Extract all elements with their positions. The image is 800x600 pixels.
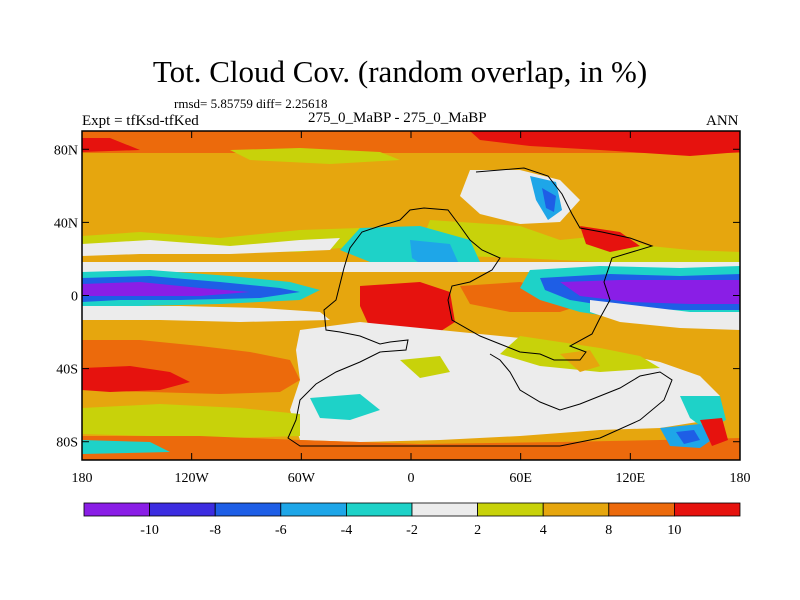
colorbar-swatch-8: [608, 502, 675, 517]
field-south-yellow-1: [400, 356, 450, 378]
map-axes: 80N 40N 0 40S 80S 180 120W 60W 0 60E 120E 180: [54, 131, 751, 486]
lon-tick-label-1: 120W: [175, 471, 210, 486]
lat-tick-label-3: 40S: [56, 363, 78, 378]
season-label: ANN: [706, 113, 739, 129]
colorbar-label-6: 4: [540, 523, 547, 538]
field-antarctic-darkblue-east: [676, 430, 700, 444]
colorbar-label-4: -2: [406, 523, 418, 538]
lon-tick-label-5: 120E: [616, 471, 646, 486]
field-antarctic-red-east: [700, 418, 728, 446]
lat-tick-label-0: 80N: [54, 143, 78, 158]
colorbar: -10 -8 -6 -4 -2 2 4 8 10: [83, 502, 741, 538]
cloud-cover-difference-field: [82, 131, 740, 460]
colorbar-label-1: -8: [209, 523, 221, 538]
colorbar-swatch-9: [674, 502, 741, 517]
colorbar-label-5: 2: [474, 523, 481, 538]
field-east-red: [580, 226, 640, 252]
colorbar-swatch-4: [345, 502, 413, 517]
colorbar-label-3: -4: [341, 523, 353, 538]
field-south-red-west: [82, 366, 190, 392]
field-nh-white-streak: [82, 238, 340, 256]
lon-tick-label-6: 180: [730, 471, 751, 486]
field-arctic-red-west: [82, 138, 140, 152]
field-siberia-darkblue: [542, 188, 556, 212]
lat-tick-label-4: 80S: [56, 436, 78, 451]
colorbar-label-7: 8: [605, 523, 612, 538]
lon-tick-label-0: 180: [72, 471, 93, 486]
stats-label: rmsd= 5.85759 diff= 2.25618: [174, 96, 328, 111]
colorbar-swatch-5: [411, 502, 478, 517]
lat-tick-label-2: 0: [71, 290, 78, 305]
colorbar-swatch-1: [149, 502, 216, 517]
field-eq-purple-west: [82, 282, 250, 296]
colorbar-label-2: -6: [275, 523, 287, 538]
field-north-yellow: [230, 148, 400, 164]
experiment-label: Expt = tfKsd-tfKed: [82, 113, 199, 129]
field-eq-white-n: [82, 262, 740, 272]
field-south-orange-patch: [560, 350, 600, 372]
colorbar-swatch-6: [477, 502, 544, 517]
lon-tick-label-3: 0: [408, 471, 415, 486]
colorbar-swatch-2: [214, 502, 282, 517]
field-eq-white-s: [82, 306, 330, 322]
field-asia-yellow: [420, 220, 740, 268]
colorbar-swatch-3: [280, 502, 347, 517]
colorbar-swatch-7: [542, 502, 610, 517]
lat-tick-label-1: 40N: [54, 216, 78, 231]
field-arctic-red: [470, 131, 740, 156]
colorbar-label-8: 10: [667, 523, 681, 538]
coastline: [287, 167, 673, 447]
lon-tick-label-4: 60E: [509, 471, 532, 486]
colorbar-label-0: -10: [140, 523, 159, 538]
plot-title: Tot. Cloud Cov. (random overlap, in %): [152, 54, 648, 89]
field-south-white: [290, 322, 720, 442]
field-antarctic-band: [82, 436, 740, 460]
period-label: 275_0_MaBP - 275_0_MaBP: [308, 110, 487, 126]
field-south-yellow-band: [82, 404, 300, 438]
colorbar-swatch-0: [83, 502, 150, 517]
field-antarctic-cyan-west: [82, 440, 170, 454]
lon-tick-label-2: 60W: [288, 471, 316, 486]
field-eq-white-east: [590, 300, 740, 330]
field-south-cyan-1: [310, 394, 380, 420]
